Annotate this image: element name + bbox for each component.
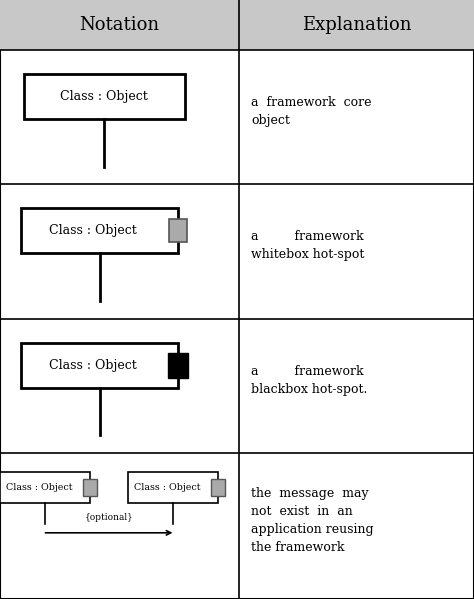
Bar [83, 479, 97, 496]
Text: a         framework
blackbox hot-spot.: a framework blackbox hot-spot. [251, 365, 368, 395]
Bar [24, 74, 185, 119]
Text: Class : Object: Class : Object [134, 483, 201, 492]
Bar [128, 472, 218, 503]
Text: Class : Object: Class : Object [6, 483, 73, 492]
Bar [169, 219, 187, 242]
Text: Notation: Notation [80, 16, 160, 34]
Bar [0, 0, 474, 50]
Bar [0, 472, 90, 503]
Text: Explanation: Explanation [302, 16, 411, 34]
Text: {optional}: {optional} [85, 513, 133, 522]
Text: Class : Object: Class : Object [48, 224, 137, 237]
Bar [211, 479, 225, 496]
Text: a  framework  core
object: a framework core object [251, 96, 372, 126]
Text: Class : Object: Class : Object [60, 90, 148, 102]
Text: a         framework
whitebox hot-spot: a framework whitebox hot-spot [251, 230, 365, 261]
Text: the  message  may
not  exist  in  an
application reusing
the framework: the message may not exist in an applicat… [251, 487, 374, 553]
Text: Class : Object: Class : Object [48, 359, 137, 371]
Bar [168, 352, 188, 377]
Bar [21, 343, 178, 388]
Bar [21, 208, 178, 253]
